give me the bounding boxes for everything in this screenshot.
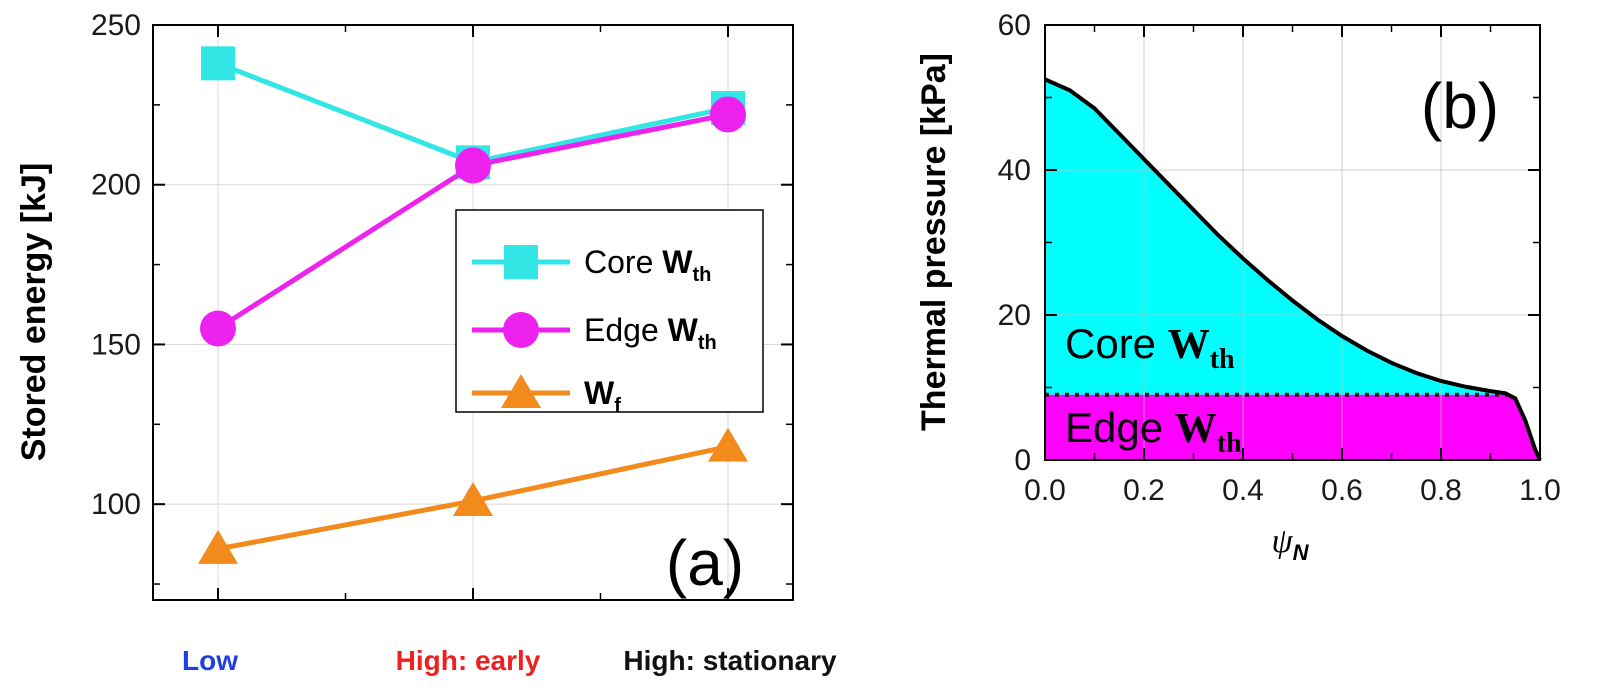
panel-a-y-axis-title: Stored energy [kJ]: [15, 163, 53, 462]
x-tick-label: 0.8: [1420, 474, 1462, 507]
legend-label: Wf: [584, 375, 621, 417]
legend-label: Edge Wth: [584, 312, 717, 354]
panel-a: 100 150 200 250 Stored energy [kJ] Low High:…: [15, 9, 837, 676]
y-tick-label: 20: [998, 299, 1031, 332]
legend-label-sub: th: [692, 264, 711, 286]
panel-b-fills: [1045, 79, 1540, 460]
legend-label-bold: W: [584, 375, 615, 411]
y-tick-label: 60: [998, 9, 1031, 42]
triangle-marker: [501, 374, 541, 408]
category-label: High: early: [396, 645, 541, 676]
legend-label-bold: W: [662, 244, 693, 280]
panel-a-ticks: 100 150 200 250: [91, 9, 793, 600]
legend-label-sub: f: [614, 395, 621, 417]
y-tick-label: 200: [91, 169, 141, 202]
y-tick-label: 0: [1014, 444, 1031, 477]
circle-marker: [710, 96, 746, 133]
legend-label: Core Wth: [584, 244, 711, 286]
core-area: [1045, 79, 1509, 395]
legend-box: [455, 209, 764, 413]
y-tick-label: 100: [91, 488, 141, 521]
legend-label-main: Edge: [584, 312, 668, 348]
panel-b-y-axis-title: Thermal pressure [kPa]: [915, 53, 953, 431]
circle-marker: [503, 312, 539, 348]
panel-a-tag: (a): [666, 527, 744, 599]
circle-marker: [455, 147, 491, 184]
pressure-profile-line: [1044, 77, 1542, 461]
category-label: High: stationary: [623, 645, 837, 676]
panel-b-ticks: 0.0 0.2 0.4 0.6 0.8 1.0 0 20 40 60: [998, 9, 1561, 507]
x-tick-label: 0.4: [1222, 474, 1264, 507]
square-marker: [504, 245, 538, 279]
panel-a-series: [198, 46, 748, 564]
panel-b: 0.0 0.2 0.4 0.6 0.8 1.0 0 20 40 60 Thermal pressu…: [915, 9, 1561, 565]
x-tick-label: 0.0: [1024, 474, 1066, 507]
y-tick-label: 40: [998, 154, 1031, 187]
circle-marker: [200, 310, 236, 347]
edge-area: [1045, 394, 1540, 460]
legend-label-main: Core: [584, 244, 662, 280]
triangle-marker: [198, 529, 238, 564]
series-1: [200, 96, 746, 347]
x-tick-label: 1.0: [1519, 474, 1561, 507]
triangle-marker: [453, 481, 493, 516]
square-marker: [201, 46, 235, 81]
panel-b-curves: [1044, 77, 1542, 461]
panel-a-categories: Low High: early High: stationary: [182, 645, 837, 676]
y-tick-label: 150: [91, 328, 141, 361]
y-tick-label: 250: [91, 9, 141, 42]
series-2: [198, 427, 748, 564]
legend-label-sub: th: [698, 332, 717, 354]
edge-area-label: Edge Wth: [1065, 404, 1242, 459]
core-area-label: Core Wth: [1065, 320, 1235, 375]
panel-b-tag: (b): [1421, 70, 1499, 142]
x-tick-label: 0.2: [1123, 474, 1165, 507]
x-tick-label: 0.6: [1321, 474, 1363, 507]
panel-b-x-axis-title: ψN: [1271, 523, 1309, 565]
legend-label-bold: W: [668, 312, 699, 348]
category-label: Low: [182, 645, 238, 676]
triangle-marker: [708, 427, 748, 462]
